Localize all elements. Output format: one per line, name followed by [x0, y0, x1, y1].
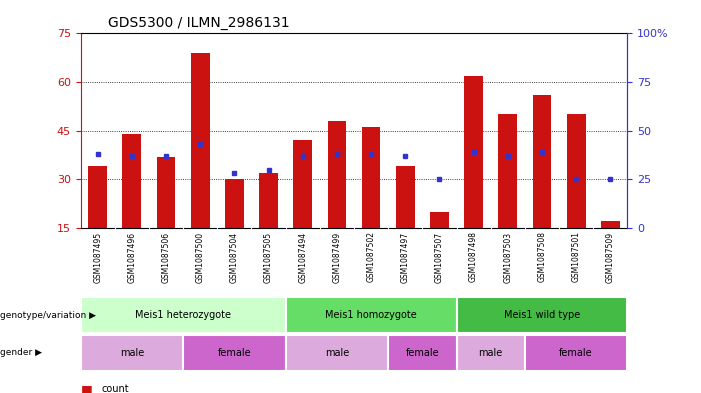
Bar	[362, 127, 381, 228]
Text: GSM1087498: GSM1087498	[469, 231, 478, 283]
Bar	[293, 140, 312, 228]
Text: GSM1087506: GSM1087506	[161, 231, 170, 283]
Bar	[533, 95, 552, 228]
Text: GSM1087508: GSM1087508	[538, 231, 547, 283]
Text: GSM1087499: GSM1087499	[332, 231, 341, 283]
Text: genotype/variation ▶: genotype/variation ▶	[0, 311, 96, 320]
Bar	[430, 212, 449, 228]
Text: GSM1087507: GSM1087507	[435, 231, 444, 283]
Bar	[183, 335, 286, 371]
Text: GSM1087502: GSM1087502	[367, 231, 376, 283]
Text: GDS5300 / ILMN_2986131: GDS5300 / ILMN_2986131	[108, 16, 290, 29]
Bar	[456, 335, 525, 371]
Bar	[225, 179, 244, 228]
Bar	[525, 335, 627, 371]
Text: GSM1087509: GSM1087509	[606, 231, 615, 283]
Bar	[259, 173, 278, 228]
Text: male: male	[325, 348, 349, 358]
Text: female: female	[406, 348, 439, 358]
Bar	[286, 335, 388, 371]
Text: GSM1087501: GSM1087501	[571, 231, 580, 283]
Bar	[327, 121, 346, 228]
Bar	[396, 166, 415, 228]
Text: Meis1 wild type: Meis1 wild type	[504, 310, 580, 320]
Bar	[191, 53, 210, 228]
Bar	[388, 335, 456, 371]
Bar	[286, 298, 456, 333]
Text: ■: ■	[81, 382, 93, 393]
Text: GSM1087504: GSM1087504	[230, 231, 239, 283]
Text: GSM1087496: GSM1087496	[128, 231, 137, 283]
Text: GSM1087495: GSM1087495	[93, 231, 102, 283]
Bar	[566, 114, 585, 228]
Text: Meis1 heterozygote: Meis1 heterozygote	[135, 310, 231, 320]
Text: GSM1087494: GSM1087494	[298, 231, 307, 283]
Text: female: female	[559, 348, 593, 358]
Bar	[81, 335, 183, 371]
Text: Meis1 homozygote: Meis1 homozygote	[325, 310, 417, 320]
Text: GSM1087500: GSM1087500	[196, 231, 205, 283]
Bar	[601, 221, 620, 228]
Bar	[123, 134, 142, 228]
Text: male: male	[479, 348, 503, 358]
Text: male: male	[120, 348, 144, 358]
Text: GSM1087497: GSM1087497	[401, 231, 410, 283]
Bar	[456, 298, 627, 333]
Text: GSM1087503: GSM1087503	[503, 231, 512, 283]
Bar	[156, 156, 175, 228]
Bar	[88, 166, 107, 228]
Bar	[81, 298, 286, 333]
Bar	[498, 114, 517, 228]
Text: female: female	[217, 348, 251, 358]
Text: count: count	[102, 384, 129, 393]
Text: gender ▶: gender ▶	[0, 348, 42, 357]
Bar	[464, 75, 483, 228]
Text: GSM1087505: GSM1087505	[264, 231, 273, 283]
